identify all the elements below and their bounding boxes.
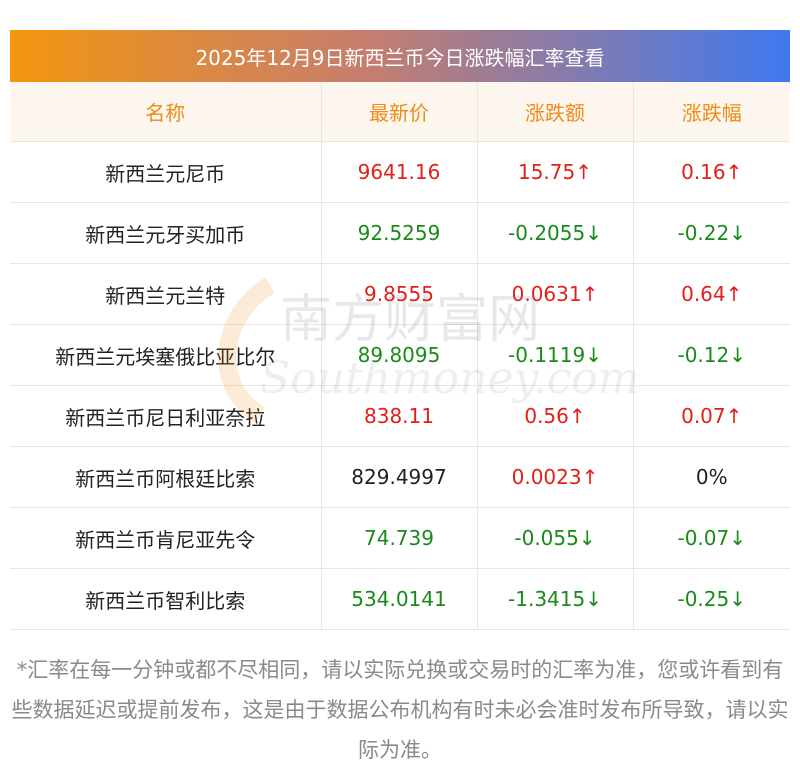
currency-name-cell: 新西兰元尼币 (10, 141, 322, 203)
pct-cell: -0.07↓ (633, 507, 790, 569)
currency-name-cell: 新西兰元埃塞俄比亚比尔 (10, 324, 322, 386)
currency-name-cell: 新西兰元牙买加币 (10, 202, 322, 264)
header-change: 涨跌额 (477, 82, 634, 142)
change-cell: -0.1119↓ (477, 324, 634, 386)
rates-table: 名称 最新价 涨跌额 涨跌幅 新西兰元尼币 9641.16 15.75↑ 0.16↑ 新… (10, 82, 790, 630)
table-row: 新西兰币阿根廷比索 829.4997 0.0023↑ 0% (10, 446, 790, 508)
pct-cell: 0.16↑ (633, 141, 790, 203)
pct-cell: -0.22↓ (633, 202, 790, 264)
price-cell: 9641.16 (321, 141, 478, 203)
header-name: 名称 (10, 82, 322, 142)
price-cell: 92.5259 (321, 202, 478, 264)
table-row: 新西兰元牙买加币 92.5259 -0.2055↓ -0.22↓ (10, 202, 790, 264)
price-cell: 9.8555 (321, 263, 478, 325)
table-row: 新西兰元埃塞俄比亚比尔 89.8095 -0.1119↓ -0.12↓ (10, 324, 790, 386)
footnote: *汇率在每一分钟或都不尽相同，请以实际兑换或交易时的汇率为准，您或许看到有些数据… (11, 658, 789, 762)
table-row: 新西兰元兰特 9.8555 0.0631↑ 0.64↑ (10, 263, 790, 325)
price-cell: 829.4997 (321, 446, 478, 508)
header-pct: 涨跌幅 (633, 82, 790, 142)
pct-cell: -0.12↓ (633, 324, 790, 386)
change-cell: 0.0631↑ (477, 263, 634, 325)
change-cell: 0.56↑ (477, 385, 634, 447)
table-row: 新西兰币肯尼亚先令 74.739 -0.055↓ -0.07↓ (10, 507, 790, 569)
change-cell: 15.75↑ (477, 141, 634, 203)
table-header-row: 名称 最新价 涨跌额 涨跌幅 (10, 82, 790, 142)
pct-cell: -0.25↓ (633, 568, 790, 630)
currency-name-cell: 新西兰币肯尼亚先令 (10, 507, 322, 569)
currency-name-cell: 新西兰元兰特 (10, 263, 322, 325)
pct-cell: 0.64↑ (633, 263, 790, 325)
currency-name-cell: 新西兰币阿根廷比索 (10, 446, 322, 508)
change-cell: -1.3415↓ (477, 568, 634, 630)
price-cell: 74.739 (321, 507, 478, 569)
change-cell: 0.0023↑ (477, 446, 634, 508)
rate-table-card: 2025年12月9日新西兰币今日涨跌幅汇率查看 名称 最新价 涨跌额 涨跌幅 新… (10, 30, 790, 630)
table-title: 2025年12月9日新西兰币今日涨跌幅汇率查看 (10, 30, 790, 82)
price-cell: 89.8095 (321, 324, 478, 386)
pct-cell: 0% (633, 446, 790, 508)
price-cell: 838.11 (321, 385, 478, 447)
pct-cell: 0.07↑ (633, 385, 790, 447)
table-row: 新西兰元尼币 9641.16 15.75↑ 0.16↑ (10, 141, 790, 203)
change-cell: -0.2055↓ (477, 202, 634, 264)
table-row: 新西兰币智利比索 534.0141 -1.3415↓ -0.25↓ (10, 568, 790, 630)
price-cell: 534.0141 (321, 568, 478, 630)
currency-name-cell: 新西兰币尼日利亚奈拉 (10, 385, 322, 447)
currency-name-cell: 新西兰币智利比索 (10, 568, 322, 630)
header-price: 最新价 (321, 82, 478, 142)
change-cell: -0.055↓ (477, 507, 634, 569)
table-row: 新西兰币尼日利亚奈拉 838.11 0.56↑ 0.07↑ (10, 385, 790, 447)
